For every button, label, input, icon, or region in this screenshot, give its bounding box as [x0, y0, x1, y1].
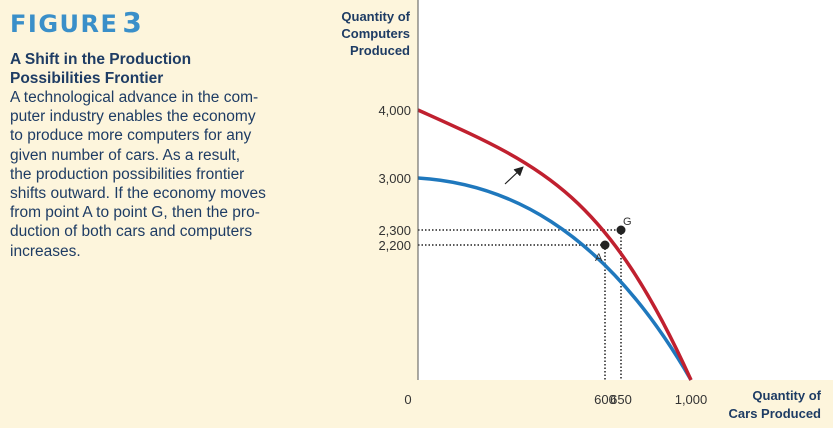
y-tick-label-2200: 2,200 [378, 238, 411, 253]
figure-title-line-2: Possibilities Frontier [10, 70, 164, 87]
point-g-marker [616, 225, 626, 235]
y-axis-title-line-3: Produced [350, 43, 410, 58]
y-axis-title-line-1: Quantity of [341, 9, 410, 24]
figure-body-line-1: A technological advance in the com- [10, 89, 259, 106]
figure-number: 3 [122, 6, 144, 39]
figure-body-line-3: to produce more computers for any [10, 127, 252, 145]
x-axis-title-line-2: Cars Produced [729, 406, 822, 421]
figure-body: A technological advance in the com- pute… [10, 88, 300, 261]
original-frontier-curve [417, 176, 693, 381]
y-axis-title-line-2: Computers [341, 26, 410, 41]
figure-body-line-7: from point A to point G, then the pro- [10, 204, 260, 222]
shifted-frontier-curve [417, 108, 693, 381]
x-tick-label-1000: 1,000 [675, 392, 708, 407]
origin-label: 0 [404, 392, 411, 407]
figure-body-line-9: increases. [10, 242, 81, 260]
point-g-label: G [623, 216, 632, 228]
shift-arrow [504, 166, 524, 185]
figure-title-line-1: A Shift in the Production [10, 51, 192, 68]
point-a-marker [600, 240, 610, 250]
y-tick-label-2300: 2,300 [378, 223, 411, 238]
y-tick-label-4000: 4,000 [378, 103, 411, 118]
y-tick-label-3000: 3,000 [378, 171, 411, 186]
figure-word: FIGURE [10, 10, 119, 38]
x-tick-label-600: 600 [594, 392, 616, 407]
x-axis-title-line-1: Quantity of [752, 388, 821, 403]
figure-body-line-8: duction of both cars and computers [10, 223, 253, 241]
figure-caption: FIGURE 3 A Shift in the Production Possib… [10, 6, 300, 261]
figure-body-line-5: the production possibilities frontier [10, 165, 245, 183]
point-a-label: A [595, 252, 603, 264]
figure-body-line-4: given number of cars. As a result, [10, 146, 241, 164]
figure-body-line-6: shifts outward. If the economy moves [10, 185, 266, 203]
figure-body-line-2: puter industry enables the economy [10, 108, 256, 126]
figure-label: FIGURE 3 [10, 6, 300, 41]
figure-title: A Shift in the Production Possibilities … [10, 50, 300, 88]
x-tick-label-650: 650 [610, 392, 632, 407]
